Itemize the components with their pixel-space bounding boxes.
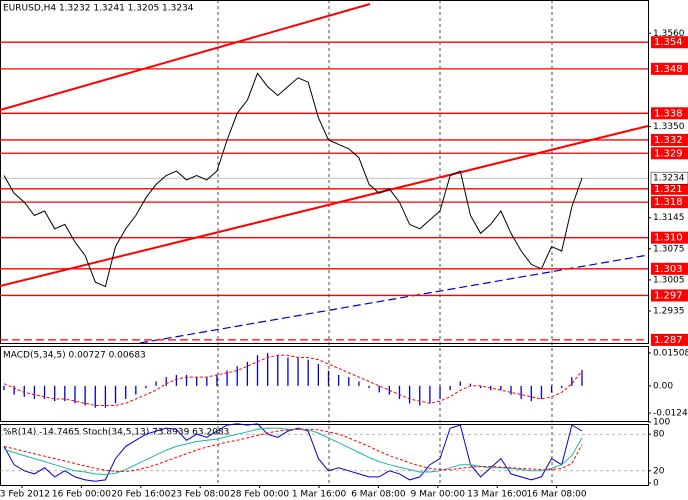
level-label: 1.321 [654,184,683,195]
x-tick-label: 20 Feb 16:00 [111,490,170,500]
level-label-box [651,196,688,209]
y-tick-label: 1.3075 [653,244,685,254]
level-label: 1.318 [654,197,683,208]
level-label: 1.303 [654,264,683,275]
level-label-box [651,182,688,195]
level-label: 1.354 [654,37,683,48]
level-label: 1.332 [654,135,683,146]
level-label-box [651,133,688,146]
oscillator-line [3,428,583,472]
x-tick-label: 13 Feb 2012 [0,490,50,500]
level-label: 1.338 [654,108,683,119]
y-tick-label: 1.3350 [653,122,685,132]
y-tick-label: -0.01243 [653,408,688,418]
level-label-box [651,262,688,275]
macd-title: MACD(5,34,5) 0.00727 0.00683 [3,351,146,361]
y-tick-label: 1.2935 [653,307,685,317]
oscillator-title: %R(14) -14.7465 Stoch(34,5,13) 73.8939 6… [3,428,229,438]
x-tick-label: 13 Mar 16:00 [467,490,527,500]
last-price-label: 1.3234 [653,174,685,184]
trend-line [139,254,649,344]
level-label-box [651,62,688,75]
level-label: 1.310 [654,233,683,244]
channel-line [0,3,371,111]
level-label: 1.348 [654,64,683,75]
oscillator-panel [0,424,649,486]
y-tick-label: 100 [653,418,670,428]
x-tick-label: 16 Feb 00:00 [52,490,111,500]
y-tick-label: 0.01508 [653,348,688,358]
price-panel [0,0,649,344]
y-tick-label: 1.3560 [653,29,685,39]
y-tick-label: 20 [653,466,665,476]
signal-line [3,354,583,406]
macd-panel [0,346,649,422]
y-tick-label: 80 [653,430,665,440]
level-label: 1.287 [654,335,683,346]
chart-title: EURUSD,H4 1.3232 1.3241 1.3205 1.3234 [3,4,194,14]
level-label-box [651,147,688,160]
y-tick-label: 1.3145 [653,213,685,223]
level-label: 1.297 [654,290,683,301]
x-tick-label: 23 Feb 08:00 [171,490,230,500]
vertical-grid [217,0,553,485]
price-line [3,72,583,288]
level-label-box [651,107,688,120]
last-price-box [650,171,688,185]
y-tick-label: 0 [653,479,659,489]
x-tick-label: 16 Mar 08:00 [527,490,587,500]
level-label-box [651,231,688,244]
x-tick-label: 1 Mar 16:00 [292,490,347,500]
level-label: 1.329 [654,148,683,159]
level-label-box [651,36,688,49]
level-label-box [651,333,688,346]
y-tick-label: 1.3005 [653,275,685,285]
x-tick-label: 28 Feb 00:00 [230,490,289,500]
x-tick-label: 6 Mar 08:00 [351,490,406,500]
x-tick-label: 9 Mar 00:00 [411,490,466,500]
y-tick-label: 0.00 [653,381,673,391]
level-label-box [651,289,688,302]
